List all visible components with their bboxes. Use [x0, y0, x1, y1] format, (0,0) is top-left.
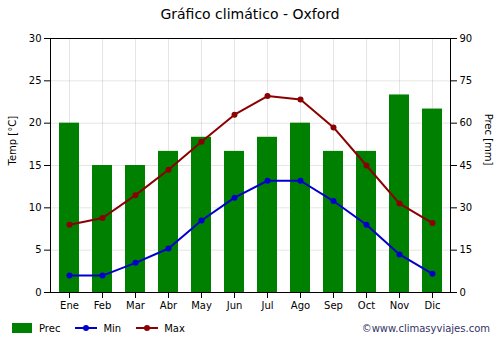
svg-text:Jul: Jul — [260, 300, 273, 311]
svg-text:75: 75 — [460, 75, 473, 86]
svg-text:Ago: Ago — [291, 300, 310, 311]
svg-text:15: 15 — [460, 244, 473, 255]
svg-text:Sep: Sep — [324, 300, 343, 311]
svg-text:Ene: Ene — [60, 300, 79, 311]
html-text:Gráfico climático - Oxford: Gráfico climático - Oxford — [160, 6, 340, 22]
svg-text:60: 60 — [460, 117, 473, 128]
html-text:©www.climasyviajes.com: ©www.climasyviajes.com — [361, 322, 490, 334]
svg-text:Abr: Abr — [160, 300, 178, 311]
svg-text:20: 20 — [29, 117, 42, 128]
svg-text:0: 0 — [35, 287, 41, 298]
svg-text:15: 15 — [29, 160, 42, 171]
svg-text:25: 25 — [29, 75, 42, 86]
svg-text:10: 10 — [29, 202, 42, 213]
svg-text:45: 45 — [460, 160, 473, 171]
html-text:Prec: Prec — [39, 322, 61, 334]
svg-text:May: May — [191, 300, 212, 311]
svg-text:Feb: Feb — [94, 300, 112, 311]
html-text:Max: Max — [164, 322, 185, 334]
svg-text:Mar: Mar — [126, 300, 146, 311]
svg-text:Temp [°C]: Temp [°C] — [7, 116, 18, 167]
svg-text:30: 30 — [460, 202, 473, 213]
svg-text:0: 0 — [460, 287, 466, 298]
svg-text:Prec [mm]: Prec [mm] — [483, 114, 494, 166]
svg-text:30: 30 — [29, 33, 42, 44]
svg-text:Nov: Nov — [390, 300, 410, 311]
svg-text:Oct: Oct — [358, 300, 375, 311]
html-text:Min: Min — [103, 322, 122, 334]
svg-text:5: 5 — [35, 244, 41, 255]
svg-text:Jun: Jun — [226, 300, 243, 311]
svg-text:Dic: Dic — [425, 300, 441, 311]
svg-text:90: 90 — [460, 33, 473, 44]
